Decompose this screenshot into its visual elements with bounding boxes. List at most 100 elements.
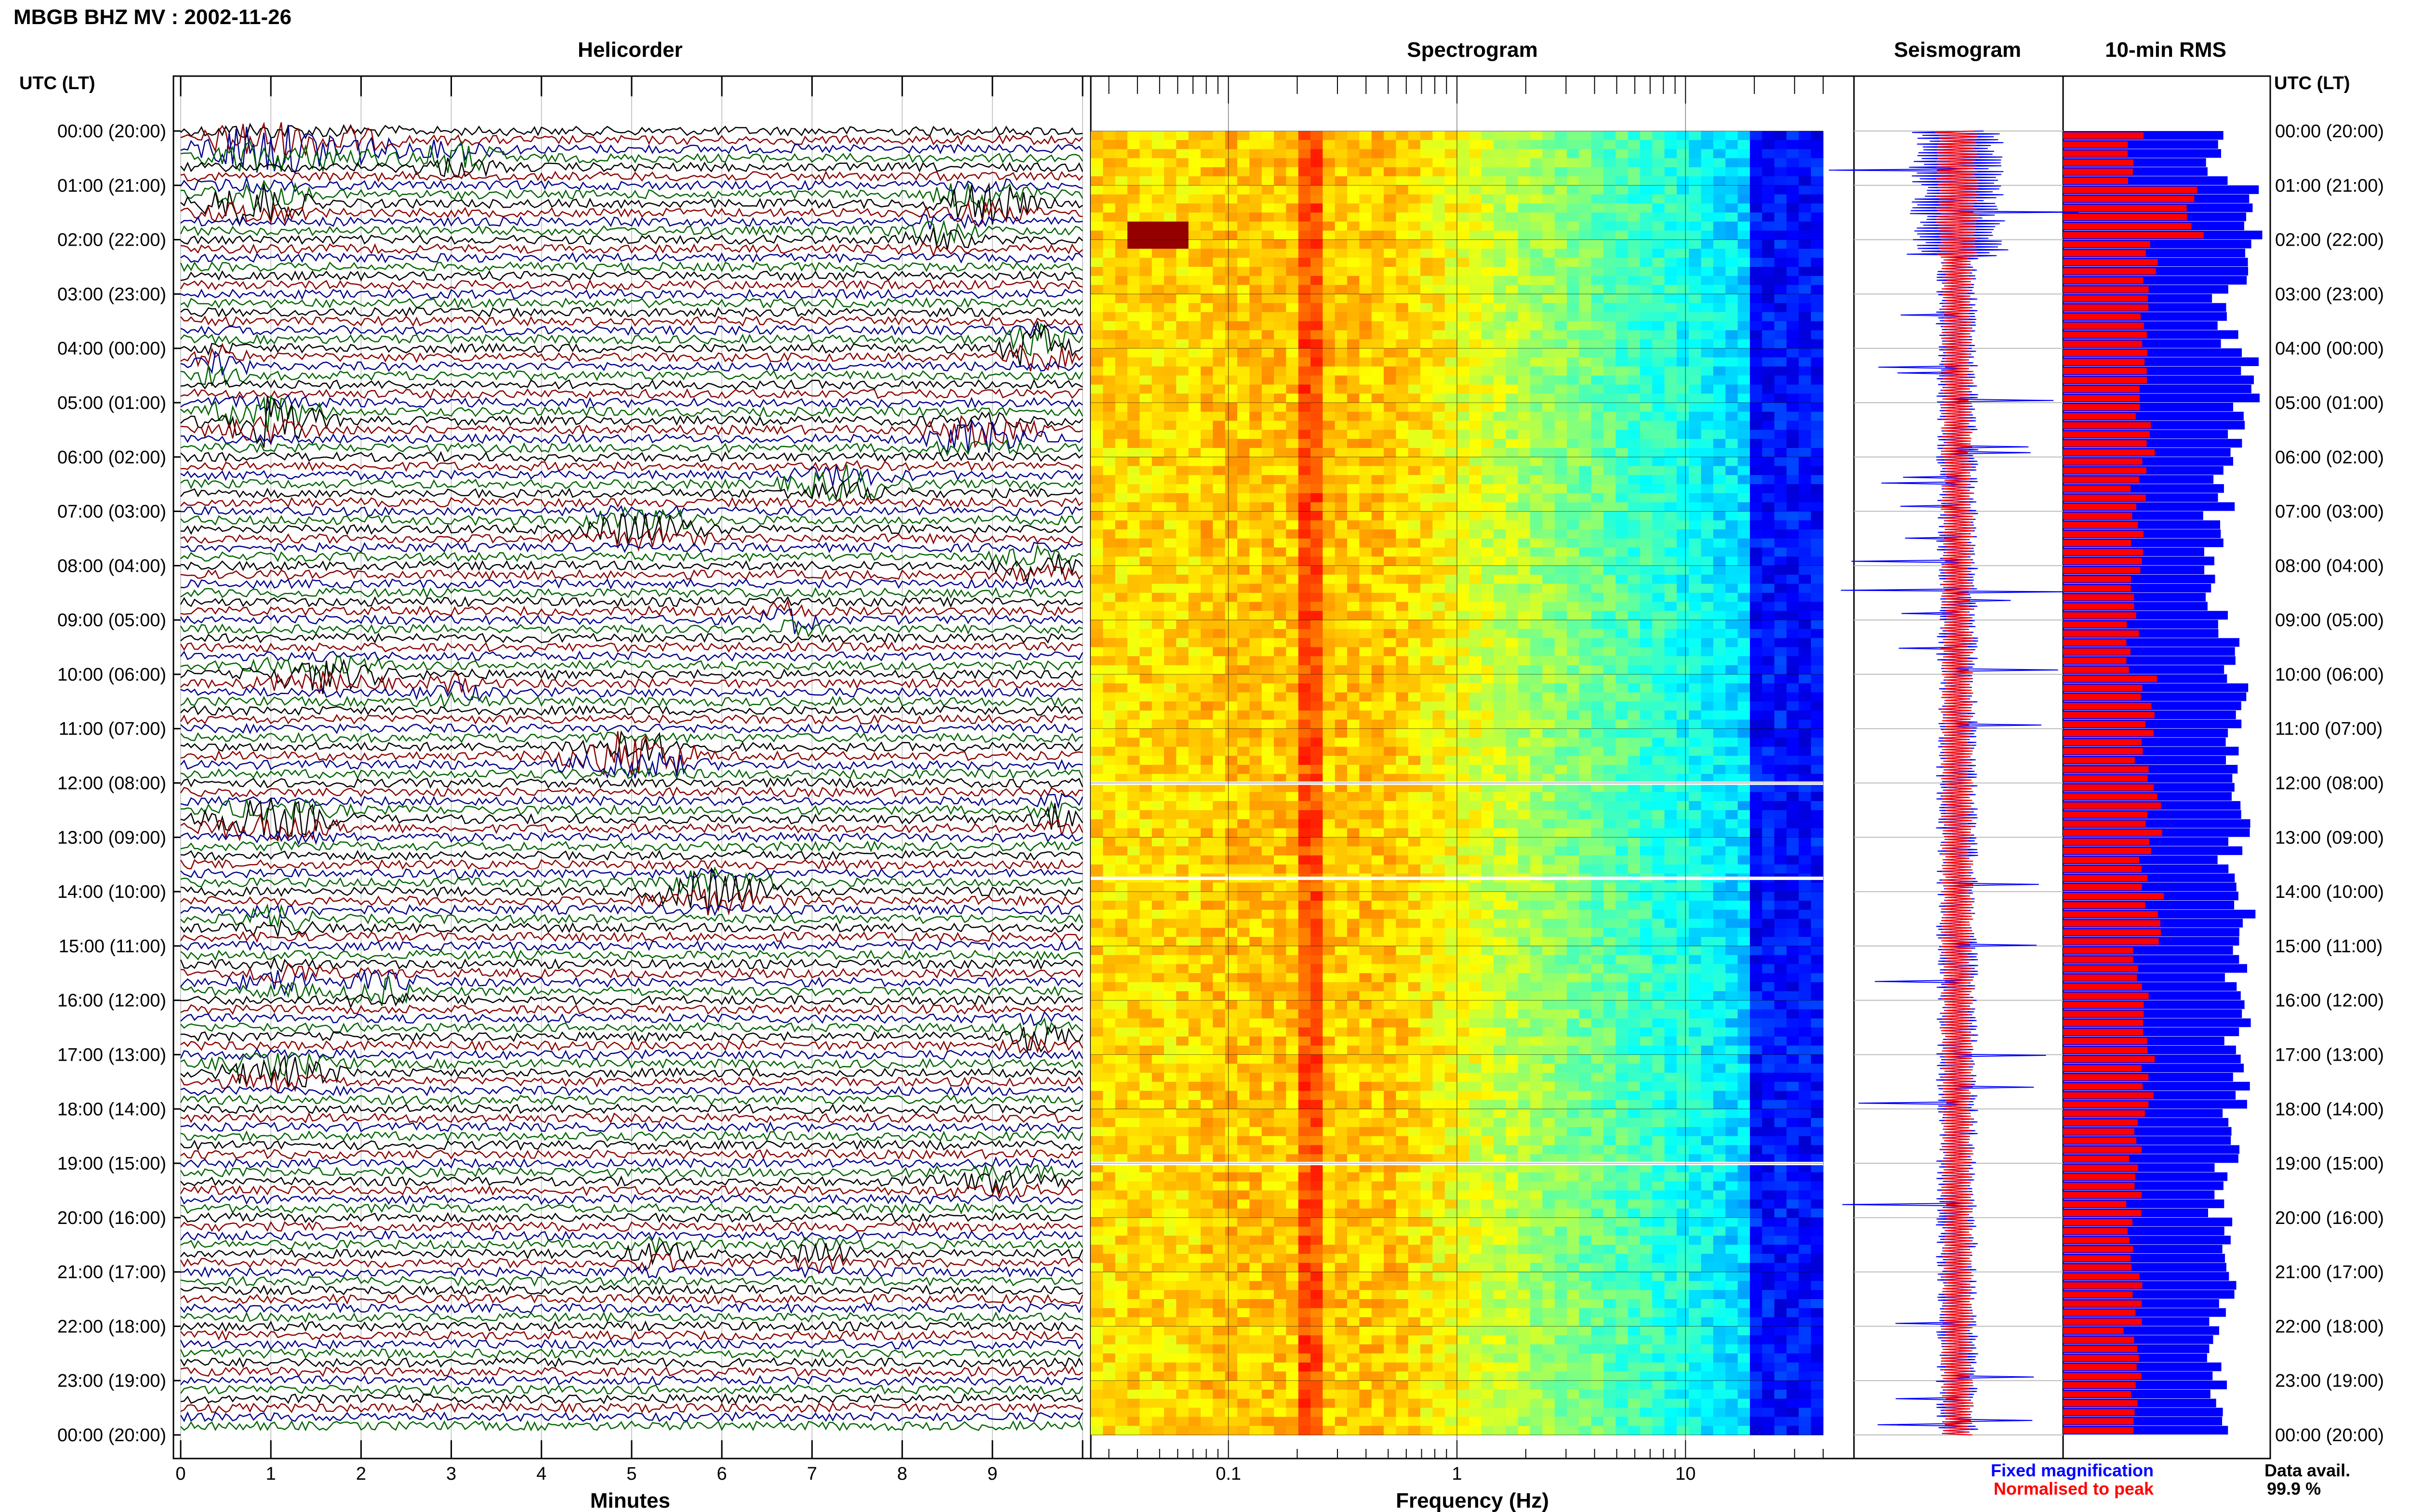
spectrogram-cell [1481, 756, 1494, 765]
spectrogram-cell [1774, 774, 1787, 784]
spectrogram-cell [1787, 683, 1799, 693]
helicorder-trace [180, 121, 1083, 161]
spectrogram-cell [1335, 728, 1348, 738]
spectrogram-cell [1567, 185, 1579, 195]
spectrogram-cell [1579, 321, 1592, 331]
spectrogram-cell [1677, 394, 1689, 403]
spectrogram-cell [1567, 203, 1579, 213]
spectrogram-cell [1176, 502, 1189, 512]
spectrogram-cell [1347, 330, 1360, 340]
spectrogram-cell [1774, 312, 1787, 322]
spectrogram-cell [1237, 249, 1250, 258]
spectrogram-cell [1347, 520, 1360, 530]
spectrogram-cell [1347, 747, 1360, 756]
spectrogram-cell [1201, 620, 1213, 630]
spectrogram-cell [1664, 602, 1677, 611]
spectrogram-cell [1579, 801, 1592, 811]
helicorder-trace [180, 1320, 1083, 1332]
spectrogram-cell [1542, 602, 1555, 611]
spectrogram-cell [1396, 339, 1409, 349]
spectrogram-cell [1335, 529, 1348, 539]
spectrogram-cell [1664, 565, 1677, 575]
spectrogram-cell [1384, 520, 1396, 530]
spectrogram-cell [1506, 493, 1519, 503]
spectrogram-cell [1103, 321, 1116, 331]
spectrogram-cell [1787, 475, 1799, 485]
spectrogram-cell [1701, 258, 1714, 267]
spectrogram-cell [1164, 403, 1177, 412]
spectrogram-cell [1603, 131, 1616, 141]
spectrogram-cell [1091, 267, 1103, 276]
spectrogram-cell [1615, 475, 1628, 485]
spectrogram-cell [1664, 203, 1677, 213]
spectrogram-cell [1444, 592, 1457, 603]
spectrogram-cell [1506, 547, 1519, 557]
spectrogram-cell [1201, 222, 1213, 231]
spectrogram-cell [1628, 411, 1641, 421]
spectrogram-cell [1640, 430, 1653, 439]
spectrogram-cell [1152, 375, 1165, 385]
spectrogram-cell [1359, 203, 1372, 213]
spectrogram-cell [1384, 330, 1396, 340]
spectrogram-cell [1518, 267, 1531, 276]
spectrogram-cell [1225, 710, 1238, 720]
spectrogram-cell [1408, 375, 1421, 385]
spectrogram-cell [1188, 330, 1201, 340]
spectrogram-cell [1335, 403, 1348, 412]
spectrogram-cell [1567, 303, 1579, 313]
spectrogram-cell [1371, 529, 1384, 539]
spectrogram-cell [1701, 529, 1714, 539]
spectrogram-cell [1188, 167, 1201, 177]
spectrogram-cell [1762, 276, 1775, 286]
time-labels-left: 00:00 (20:00)01:00 (21:00)02:00 (22:00)0… [57, 121, 166, 1446]
spectrogram-cell [1725, 439, 1738, 448]
spectrogram-cell [1640, 149, 1653, 158]
spectrogram-cell [1457, 647, 1469, 657]
spectrogram-cell [1359, 230, 1372, 240]
spectrogram-cell [1774, 457, 1787, 467]
spectrogram-cell [1359, 222, 1372, 231]
spectrogram-cell [1579, 457, 1592, 467]
spectrogram-cell [1286, 394, 1299, 403]
spectrogram-cell [1396, 747, 1409, 756]
spectrogram-cell [1554, 176, 1567, 186]
spectrogram-cell [1323, 357, 1336, 367]
spectrogram-cell [1737, 674, 1750, 684]
spectrogram-cell [1762, 774, 1775, 784]
spectrogram-cell [1603, 810, 1616, 820]
time-label-right: 19:00 (15:00) [2275, 1154, 2384, 1174]
spectrogram-cell [1469, 656, 1482, 666]
spectrogram-cell [1701, 629, 1714, 639]
spectrogram-cell [1640, 647, 1653, 657]
spectrogram-cell [1408, 511, 1421, 521]
spectrogram-cell [1640, 239, 1653, 249]
spectrogram-cell [1689, 294, 1702, 303]
spectrogram-cell [1127, 430, 1140, 439]
spectrogram-cell [1762, 167, 1775, 177]
spectrogram-cell [1127, 764, 1140, 775]
spectrogram-cell [1408, 674, 1421, 684]
spectrogram-cell [1335, 131, 1348, 141]
spectrogram-cell [1261, 330, 1274, 340]
spectrogram-cell [1201, 801, 1213, 811]
spectrogram-cell [1298, 212, 1311, 222]
spectrogram-cell [1237, 602, 1250, 611]
helicorder-trace [180, 1162, 1083, 1183]
spectrogram-cell [1371, 747, 1384, 756]
spectrogram-cell [1261, 656, 1274, 666]
spectrogram-cell [1701, 656, 1714, 666]
spectrogram-cell [1469, 520, 1482, 530]
spectrogram-cell [1725, 131, 1738, 141]
spectrogram-cell [1518, 783, 1531, 792]
spectrogram-cell [1384, 394, 1396, 403]
spectrogram-cell [1567, 629, 1579, 639]
spectrogram-cell [1640, 819, 1653, 829]
spectrogram-cell [1298, 384, 1311, 394]
spectrogram-cell [1201, 330, 1213, 340]
spectrogram-cell [1481, 529, 1494, 539]
spectrogram-cell [1237, 267, 1250, 276]
spectrogram-cell [1506, 421, 1519, 430]
spectrogram-cell [1115, 448, 1128, 458]
spectrogram-cell [1774, 276, 1787, 286]
